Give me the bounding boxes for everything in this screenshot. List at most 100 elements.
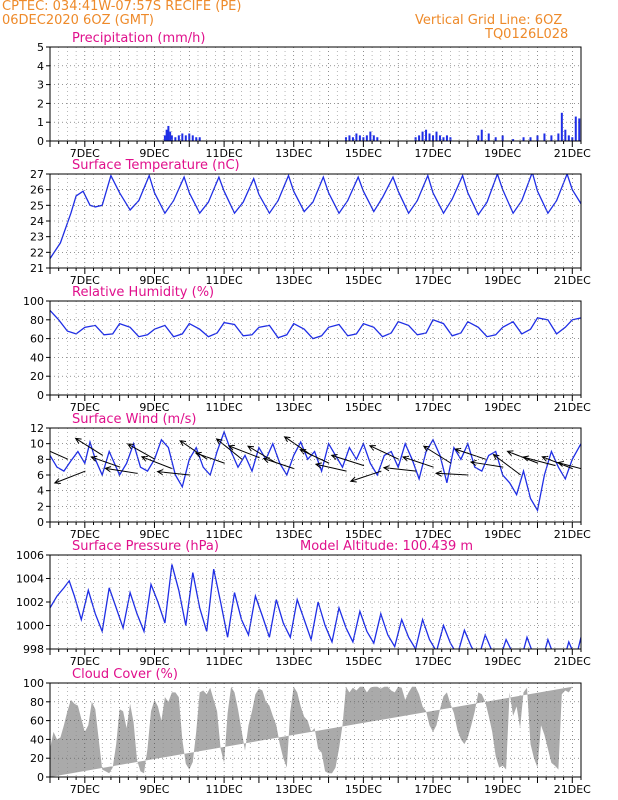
precip-bar [445, 135, 448, 141]
precip-bar [163, 135, 166, 141]
y-tick-label: 0 [37, 389, 44, 402]
wind-arrow [401, 455, 434, 468]
y-tick-label: 20 [30, 752, 44, 765]
precip-bar [348, 135, 351, 141]
panel-frame [49, 300, 582, 396]
precip-bar [376, 137, 379, 141]
precip-bar [543, 133, 546, 141]
x-tick-label: 9DEC [139, 274, 169, 287]
precip-bar [165, 129, 168, 141]
y-tick-label: 1000 [16, 620, 44, 633]
x-tick-label: 15DEC [345, 783, 382, 796]
x-tick-label: 17DEC [414, 655, 451, 668]
y-tick-label: 100 [23, 295, 44, 308]
header-date: 06DEC2020 6OZ (GMT) [2, 13, 154, 28]
precip-bar [477, 135, 480, 141]
y-tick-label: 4 [37, 485, 44, 498]
y-tick-label: 60 [30, 333, 44, 346]
precip-bar [550, 135, 553, 141]
x-tick-label: 7DEC [70, 783, 100, 796]
precip-bar [438, 135, 441, 141]
panel-frame [49, 682, 582, 778]
y-tick-label: 1004 [16, 573, 44, 586]
precip-bar [567, 135, 570, 141]
x-tick-label: 19DEC [484, 401, 521, 414]
precip-bar [170, 135, 173, 141]
x-tick-label: 19DEC [484, 655, 521, 668]
wind-arrow [299, 449, 330, 464]
x-tick-label: 21DEC [554, 274, 591, 287]
y-tick-label: 1006 [16, 549, 44, 562]
x-tick-label: 19DEC [484, 528, 521, 541]
y-tick-label: 40 [30, 733, 44, 746]
x-tick-label: 15DEC [345, 147, 382, 160]
precip-bar [536, 135, 539, 141]
x-tick-label: 19DEC [484, 783, 521, 796]
wind-arrow [422, 445, 452, 464]
y-tick-label: 20 [30, 370, 44, 383]
precip-bar [529, 137, 532, 141]
x-tick-label: 9DEC [139, 147, 169, 160]
wind-arrow [227, 444, 260, 459]
y-tick-label: 1 [37, 116, 44, 129]
wind-arrow [50, 450, 69, 460]
y-tick-label: 60 [30, 715, 44, 728]
x-tick-label: 17DEC [414, 274, 451, 287]
precip-bar [184, 135, 187, 141]
x-tick-label: 17DEC [414, 528, 451, 541]
precip-bar [188, 133, 191, 141]
precip-bar [435, 131, 438, 141]
precip-bar [557, 133, 560, 141]
wind-arrow [314, 462, 347, 472]
x-tick-label: 13DEC [275, 401, 312, 414]
precip-bar [198, 137, 201, 141]
wind-arrow [283, 436, 313, 456]
precip-bar [369, 131, 372, 141]
y-tick-label: 40 [30, 351, 44, 364]
x-tick-label: 11DEC [206, 783, 243, 796]
panel-frame [49, 173, 582, 269]
x-tick-label: 21DEC [554, 147, 591, 160]
panel-title: Surface Temperature (nC) [72, 158, 240, 173]
y-tick-label: 8 [37, 453, 44, 466]
panel-subtitle: Model Altitude: 100.439 m [300, 539, 473, 554]
wind-arrow [262, 457, 295, 470]
panel-title: Cloud Cover (%) [72, 667, 178, 682]
x-tick-label: 7DEC [70, 274, 100, 287]
wind-arrow [53, 470, 86, 484]
x-tick-label: 21DEC [554, 528, 591, 541]
y-tick-label: 24 [30, 215, 44, 228]
header-station: CPTEC: 034:41W-07:57S RECIFE (PE) [2, 0, 242, 14]
precip-bar [169, 131, 172, 141]
x-tick-label: 11DEC [206, 147, 243, 160]
y-tick-label: 26 [30, 184, 44, 197]
wind-arrow [382, 465, 417, 472]
wind-arrow [140, 455, 173, 470]
x-tick-label: 13DEC [275, 783, 312, 796]
wind-arrow [90, 455, 121, 468]
x-tick-label: 19DEC [484, 147, 521, 160]
panel-title: Precipitation (mm/h) [72, 31, 205, 46]
precip-bar [487, 133, 490, 141]
wind-arrow [492, 453, 521, 476]
y-tick-label: 23 [30, 231, 44, 244]
x-tick-label: 15DEC [345, 528, 382, 541]
wind-arrow [434, 470, 469, 477]
precip-bar [432, 135, 435, 141]
y-tick-label: 10 [30, 438, 44, 451]
precip-bar [355, 133, 358, 141]
y-tick-label: 4 [37, 60, 44, 73]
panel-frame [49, 554, 582, 650]
precip-bar [372, 135, 375, 141]
cloud-cover-area [50, 686, 573, 777]
precip-bar [425, 129, 428, 141]
x-tick-label: 21DEC [554, 401, 591, 414]
wind-arrow [74, 437, 104, 456]
y-tick-label: 5 [37, 41, 44, 54]
panel-frame [49, 427, 582, 523]
series-line [50, 564, 581, 649]
precip-bar [564, 129, 567, 141]
panel-title: Relative Humidity (%) [72, 285, 214, 300]
precip-bar [418, 135, 421, 141]
y-tick-label: 12 [30, 422, 44, 435]
